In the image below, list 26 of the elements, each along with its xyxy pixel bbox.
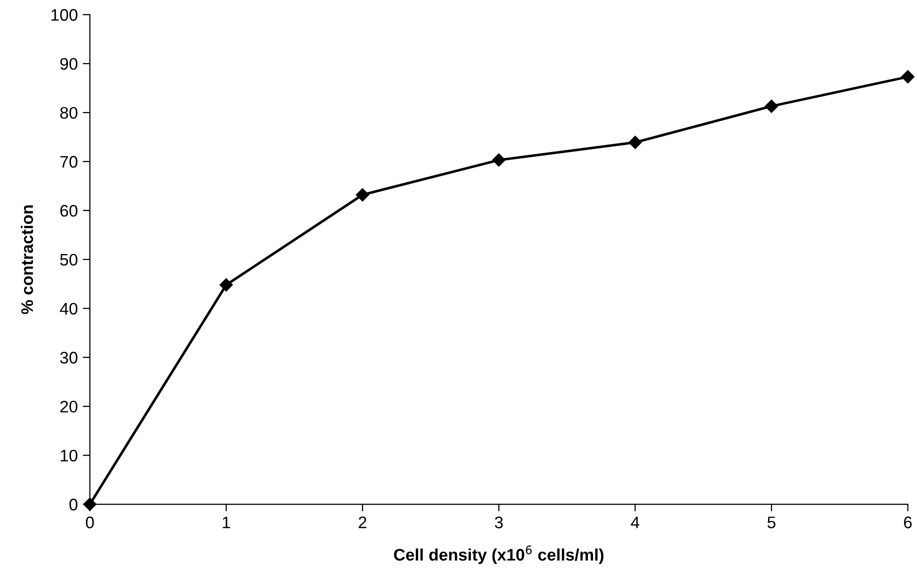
x-axis-title: Cell density (x10$^{6}$ cells/ml) — [394, 546, 604, 564]
point — [628, 136, 642, 150]
y-tick-label: 60 — [60, 204, 78, 217]
y-tick-label: 50 — [60, 254, 78, 266]
y-tick-label: 90 — [60, 58, 78, 70]
x-tick-label: 3 — [494, 516, 503, 528]
x-tick-label: 1 — [222, 516, 230, 528]
y-tick-label: 100 — [52, 9, 78, 21]
y-axis-title: % contraction — [20, 205, 34, 314]
x-tick-label: 4 — [630, 516, 640, 528]
y-tick-label: 70 — [60, 156, 78, 168]
y-tick-label: 80 — [60, 106, 78, 119]
point — [901, 70, 914, 84]
x-tick-label: 6 — [904, 516, 912, 528]
y-tick-label: 30 — [60, 352, 78, 364]
point — [356, 188, 370, 202]
point — [220, 278, 233, 292]
x-tick-label: 2 — [358, 516, 366, 528]
y-tick-label: 0 — [69, 498, 78, 510]
point — [764, 100, 778, 113]
x-tick-label: 5 — [768, 516, 776, 528]
point — [492, 153, 506, 167]
x-tick-label: 0 — [86, 516, 94, 528]
y-tick-label: 10 — [60, 450, 78, 462]
y-tick-label: 40 — [60, 302, 78, 315]
y-tick-label: 20 — [60, 400, 78, 413]
